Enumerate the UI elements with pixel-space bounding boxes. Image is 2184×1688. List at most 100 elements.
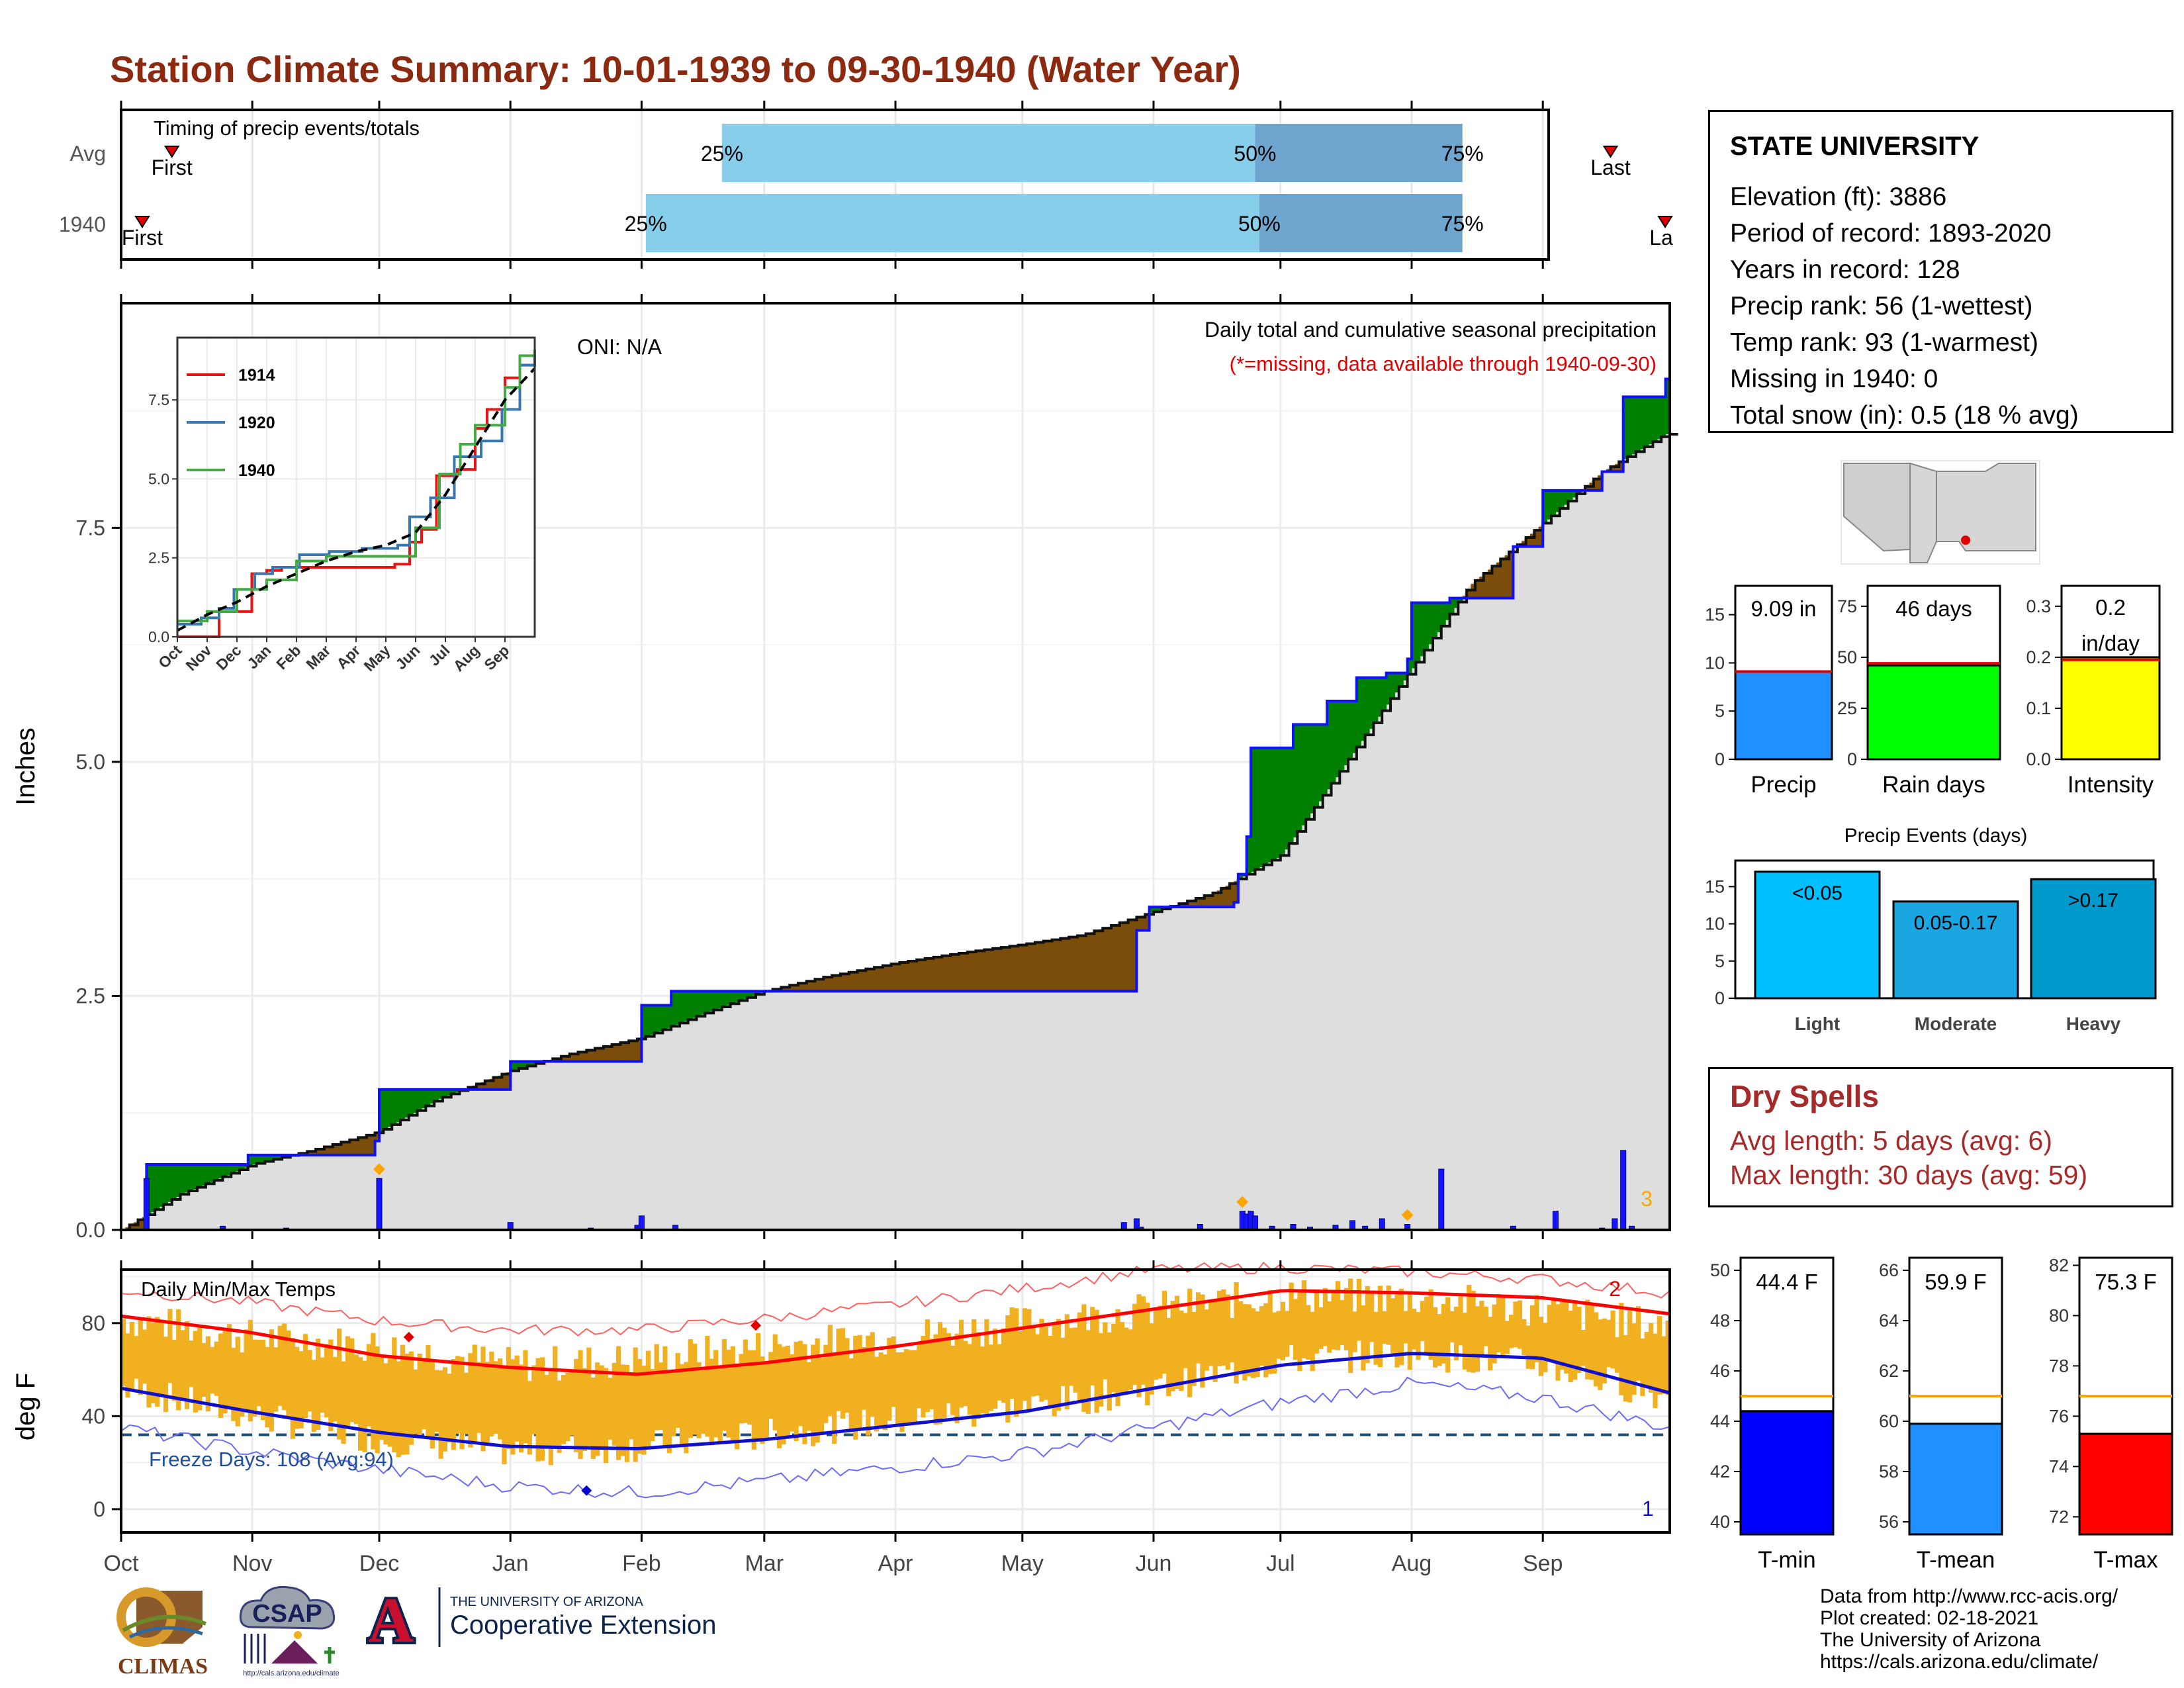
precip-above-avg-day-67 — [404, 1089, 410, 1118]
temp-xtick-label-jun: Jun — [1136, 1551, 1172, 1576]
summary-t-max-category-label: T-max — [2093, 1547, 2158, 1573]
timing-q25-label-1940: 25% — [625, 212, 667, 236]
temp-daily-bar-44 — [307, 1350, 312, 1412]
precip-above-avg-day-94 — [518, 1061, 523, 1068]
summary-intensity-value-label-2: in/day — [2081, 631, 2140, 655]
temp-daily-bar-360 — [1644, 1332, 1649, 1387]
precip-below-avg-day-332 — [1525, 537, 1531, 547]
temp-xtick-label-mar: Mar — [745, 1551, 784, 1576]
precip-ytick-label-3: 7.5 — [76, 516, 105, 539]
precip-above-avg-day-315 — [1453, 598, 1459, 608]
temp-daily-bar-285 — [1327, 1301, 1332, 1353]
temp-daily-bar-320 — [1475, 1306, 1480, 1372]
precip-above-avg-day-244 — [1154, 907, 1158, 912]
precip-corner-label: 3 — [1641, 1187, 1653, 1211]
precip-above-avg-day-143 — [726, 991, 731, 1006]
temp-daily-bar-66 — [400, 1344, 406, 1455]
temp-daily-bar-283 — [1318, 1307, 1324, 1349]
precip-above-avg-day-29 — [244, 1164, 249, 1168]
summary-t-max-ytick-label-3: 78 — [2049, 1356, 2069, 1376]
temp-daily-bar-107 — [574, 1358, 579, 1452]
temp-daily-bar-173 — [853, 1335, 858, 1440]
precip-above-avg-day-292 — [1356, 677, 1361, 747]
temp-daily-bar-121 — [633, 1347, 638, 1462]
temp-daily-bar-333 — [1530, 1305, 1535, 1370]
temp-daily-bar-330 — [1517, 1300, 1523, 1349]
temp-daily-bar-98 — [535, 1358, 541, 1462]
timing-row-label-1940: 1940 — [59, 212, 106, 236]
temp-daily-bar-275 — [1285, 1311, 1290, 1357]
precip-below-avg-day-193 — [937, 956, 942, 992]
precip-below-avg-day-46 — [316, 1149, 321, 1155]
temp-daily-bar-77 — [447, 1374, 452, 1442]
temp-daily-bar-65 — [396, 1361, 401, 1458]
summary-t-mean-ytick-label-3: 62 — [1879, 1361, 1899, 1381]
inset-xtick-label-jan: Jan — [244, 641, 274, 672]
temp-daily-bar-122 — [637, 1358, 643, 1454]
temp-daily-bar-363 — [1657, 1316, 1662, 1395]
temp-daily-bar-351 — [1606, 1319, 1612, 1368]
precip-above-avg-day-9 — [159, 1164, 164, 1207]
temp-daily-bar-189 — [921, 1335, 926, 1418]
temp-daily-bar-27 — [235, 1336, 240, 1427]
temp-daily-bar-359 — [1640, 1338, 1645, 1396]
precip-below-avg-day-253 — [1191, 900, 1197, 908]
temp-daily-bar-161 — [802, 1344, 807, 1444]
precip-above-avg-day-336 — [1543, 490, 1548, 524]
precip-below-avg-day-200 — [967, 952, 972, 992]
events-bar-moderate — [1892, 900, 2019, 1000]
temp-daily-bar-241 — [1140, 1296, 1146, 1385]
temp-daily-bar-238 — [1128, 1329, 1133, 1390]
precip-oni-label: ONI: N/A — [577, 335, 662, 359]
summary-t-mean-ytick-label-0: 56 — [1879, 1512, 1899, 1532]
temp-daily-bar-249 — [1174, 1295, 1180, 1389]
precip-above-avg-day-360 — [1644, 397, 1649, 447]
precip-above-avg-day-79 — [455, 1089, 461, 1093]
temp-daily-bar-139 — [709, 1358, 714, 1446]
precip-above-avg-day-139 — [709, 991, 714, 1012]
precip-below-avg-day-348 — [1593, 479, 1598, 491]
precip-above-avg-day-358 — [1635, 397, 1641, 452]
precip-above-avg-day-300 — [1390, 673, 1396, 699]
precip-below-avg-day-194 — [942, 955, 947, 992]
temp-daily-bar-250 — [1179, 1310, 1184, 1391]
temp-daily-bar-299 — [1386, 1286, 1391, 1345]
freeze-days-label: Freeze Days: 108 (Avg:94) — [149, 1448, 394, 1471]
precip-above-avg-day-72 — [426, 1089, 431, 1106]
temp-daily-bar-265 — [1242, 1304, 1248, 1381]
temp-daily-bar-171 — [844, 1338, 850, 1413]
precip-above-avg-day-62 — [383, 1089, 388, 1129]
temp-daily-bar-134 — [688, 1339, 693, 1438]
temp-daily-bar-19 — [201, 1342, 206, 1397]
precip-average-line — [121, 432, 1678, 1231]
temp-daily-bar-328 — [1509, 1315, 1514, 1348]
temp-daily-bar-240 — [1136, 1294, 1142, 1397]
precip-below-avg-day-318 — [1467, 590, 1472, 598]
precip-above-avg-day-23 — [218, 1164, 224, 1179]
ua-logo-graphic: A THE UNIVERSITY OF ARIZONA Cooperative … — [365, 1582, 716, 1658]
summary-precip-ytick-label-0: 0 — [1715, 749, 1725, 769]
precip-below-avg-day-187 — [912, 960, 917, 992]
precip-below-avg-day-119 — [624, 1041, 629, 1062]
temp-daily-bar-184 — [899, 1352, 905, 1432]
precip-below-avg-day-91 — [506, 1072, 511, 1090]
temp-daily-bar-35 — [269, 1329, 274, 1432]
temp-daily-bar-156 — [781, 1346, 786, 1444]
temp-daily-bar-219 — [1048, 1335, 1053, 1405]
precip-below-avg-day-53 — [345, 1141, 350, 1155]
temp-daily-bar-343 — [1572, 1301, 1578, 1380]
precip-above-avg-day-365 — [1665, 379, 1670, 434]
temp-daily-bar-15 — [184, 1321, 190, 1409]
temp-daily-bar-41 — [295, 1346, 300, 1429]
precip-below-avg-day-177 — [870, 968, 875, 992]
precip-below-avg-day-258 — [1212, 892, 1218, 908]
temp-daily-bar-186 — [908, 1350, 913, 1425]
precip-below-avg-day-212 — [1018, 945, 1023, 992]
ua-logo-bottom-text: Cooperative Extension — [450, 1611, 716, 1640]
temp-daily-bar-335 — [1538, 1317, 1543, 1376]
temp-daily-bar-61 — [379, 1354, 385, 1440]
precip-below-avg-day-52 — [341, 1142, 346, 1155]
timing-frame — [120, 109, 1550, 261]
precip-above-avg-day-75 — [438, 1089, 443, 1100]
temp-daily-bar-2 — [129, 1321, 134, 1390]
